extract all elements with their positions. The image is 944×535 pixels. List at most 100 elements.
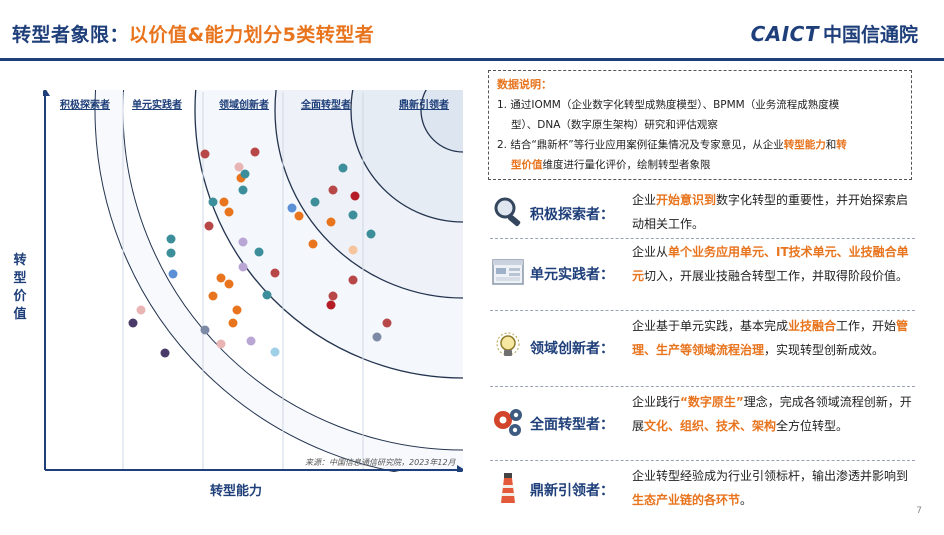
data-dot [216, 339, 226, 349]
data-dot [350, 191, 360, 201]
gears-icon [490, 404, 526, 440]
category-desc: 企业转型经验成为行业引领标杆，输出渗透并影响到生态产业链的各环节。 [632, 464, 912, 512]
data-dot [246, 336, 256, 346]
data-dot [348, 210, 358, 220]
data-dot [382, 318, 392, 328]
row-separator [490, 386, 915, 387]
category-desc: 企业践行“数字原生”理念，完成各领域流程创新，开展文化、组织、技术、架构全方位转… [632, 390, 912, 438]
desc-text: 数字化转型的重要性，并开始探索启动相关工作。 [632, 193, 909, 231]
data-dot [328, 185, 338, 195]
lighthouse-icon [490, 470, 526, 506]
category-row: 领域创新者： 企业基于单元实践，基本完成业技融合工作，开始管理、生产等领域流程治理… [490, 314, 915, 386]
y-axis-arrow [43, 90, 50, 96]
category-name: 鼎新引领者： [530, 483, 614, 499]
note-line-1: 1. 通过IOMM（企业数字化转型成熟度模型）、BPMM（业务流程成熟度模 [497, 99, 840, 111]
data-dot [238, 185, 248, 195]
data-dot [238, 262, 248, 272]
lightbulb-icon [490, 328, 526, 364]
category-name: 积极探索者： [530, 207, 614, 223]
data-dot [224, 207, 234, 217]
magnifier-icon [490, 194, 526, 230]
data-dot [204, 221, 214, 231]
desc-text: 工作，开始 [836, 319, 897, 333]
data-dot [270, 268, 280, 278]
x-axis-label: 转型能力 [210, 484, 263, 499]
col-label-explorer: 积极探索者 [60, 100, 110, 111]
data-dot [270, 347, 280, 357]
data-dot [168, 269, 178, 279]
data-dot [216, 273, 226, 283]
data-dot [219, 197, 229, 207]
category-name: 全面转型者： [530, 417, 614, 433]
data-dot [136, 305, 146, 315]
ring-6 [420, 90, 463, 153]
desc-highlight: 单个业务应用单元、IT技术单元、业技融合单元 [632, 245, 909, 283]
data-dot [348, 245, 358, 255]
category-desc: 企业基于单元实践，基本完成业技融合工作，开始管理、生产等领域流程治理，实现转型创… [632, 314, 912, 362]
dots-layer [128, 147, 392, 358]
category-row: 积极探索者： 企业开始意识到数字化转型的重要性，并开始探索启动相关工作。 [490, 188, 915, 260]
data-dot [326, 217, 336, 227]
note-highlight: 转型能力 [783, 139, 826, 151]
note-line-3: 2. 结合“鼎新杯”等行业应用案例征集情况及专家意见，从企业转型能力和转 [497, 135, 903, 155]
desc-highlight: 业技融合 [788, 319, 837, 333]
data-dot [240, 169, 250, 179]
title-rule [0, 58, 944, 61]
desc-highlight: 文化、组织、技术、架构 [644, 419, 777, 433]
data-dot [372, 332, 382, 342]
category-name: 领域创新者： [530, 341, 614, 357]
data-dot [160, 348, 170, 358]
data-dot [208, 291, 218, 301]
desc-text: 。 [740, 493, 753, 507]
note-text: 2. 结合“鼎新杯”等行业应用案例征集情况及专家意见，从企业 [497, 139, 784, 151]
desc-text: 企业基于单元实践，基本完成 [632, 319, 789, 333]
caict-logo: CAICT 中国信通院 [751, 20, 918, 47]
data-dot [366, 229, 376, 239]
desc-highlight: 开始意识到 [656, 193, 717, 207]
data-dot [166, 248, 176, 258]
data-dot [262, 290, 272, 300]
desc-text: 全方位转型。 [776, 419, 849, 433]
data-dot [128, 318, 138, 328]
column-labels: 积极探索者 单元实践者 领域创新者 全面转型者 鼎新引领者 [43, 96, 463, 112]
quadrant-chart [43, 90, 463, 472]
logo-brand: CAICT [750, 22, 819, 46]
category-desc: 企业从单个业务应用单元、IT技术单元、业技融合单元切入，开展业技融合转型工作，并… [632, 240, 912, 288]
desc-text: ，实现转型创新成效。 [764, 343, 885, 357]
category-row: 全面转型者： 企业践行“数字原生”理念，完成各领域流程创新，开展文化、组织、技术、… [490, 390, 915, 462]
desc-text: 切入，开展业技融合转型工作，并取得阶段价值。 [644, 269, 909, 283]
desc-text: 企业践行 [632, 395, 681, 409]
desc-highlight: 管理、生产等领域流程治理 [632, 319, 909, 357]
source-note: 来源：中国信息通信研究院，2023年12月 [305, 458, 456, 467]
page-title: 转型者象限：以价值&能力划分5类转型者 [12, 20, 374, 47]
desc-text: 理念，完成各领域流程创新，开展 [632, 395, 912, 433]
data-dot [308, 239, 318, 249]
note-line-4: 型价值维度进行量化评价，绘制转型者象限 [497, 155, 903, 175]
data-dot [254, 247, 264, 257]
data-dot [310, 197, 320, 207]
note-text: 维度进行量化评价，绘制转型者象限 [542, 159, 711, 171]
row-separator [490, 238, 915, 239]
category-desc: 企业开始意识到数字化转型的重要性，并开始探索启动相关工作。 [632, 188, 912, 236]
data-dot [338, 163, 348, 173]
category-row: 单元实践者： 企业从单个业务应用单元、IT技术单元、业技融合单元切入，开展业技融合… [490, 240, 915, 312]
title-bar: 转型者象限：以价值&能力划分5类转型者 CAICT 中国信通院 [0, 0, 944, 62]
data-dot [287, 203, 297, 213]
quadrant-svg [43, 90, 463, 472]
x-axis-arrow [457, 465, 463, 472]
note-highlight: 型价值 [511, 159, 543, 171]
col-label-leader: 鼎新引领者 [399, 100, 449, 111]
data-dot [238, 237, 248, 247]
title-prefix: 转型者象限： [12, 24, 130, 46]
data-dot [228, 318, 238, 328]
window-icon [490, 254, 526, 290]
data-dot [294, 211, 304, 221]
data-dot [234, 162, 244, 172]
desc-text: 企业 [632, 193, 657, 207]
data-dot [200, 325, 210, 335]
data-dot [326, 300, 336, 310]
col-label-innovator: 领域创新者 [219, 100, 269, 111]
row-separator [490, 460, 915, 461]
data-dot [328, 291, 338, 301]
desc-highlight: 生态产业链的各环节 [632, 493, 741, 507]
